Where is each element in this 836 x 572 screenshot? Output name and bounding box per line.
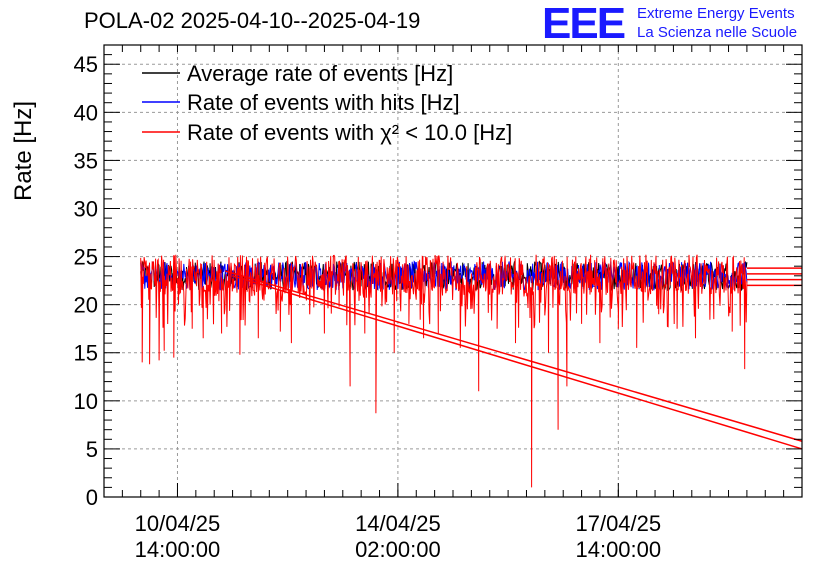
- y-tick-label: 15: [74, 341, 98, 366]
- diagonal-line: [232, 275, 803, 450]
- x-tick-label-time: 14:00:00: [135, 537, 221, 562]
- eee-logo-text: Extreme Energy Events La Scienza nelle S…: [637, 4, 797, 42]
- grid-lines: [104, 45, 802, 497]
- series-layer: [140, 254, 803, 488]
- chart-title: POLA-02 2025-04-10--2025-04-19: [84, 8, 421, 33]
- x-tick-label-time: 02:00:00: [355, 537, 441, 562]
- y-tick-label: 25: [74, 245, 98, 270]
- y-tick-label: 40: [74, 100, 98, 125]
- logo-line-2: La Scienza nelle Scuole: [637, 24, 798, 41]
- legend: Average rate of events [Hz] Rate of event…: [142, 61, 512, 145]
- legend-label: Average rate of events [Hz]: [187, 61, 453, 86]
- y-axis-label: Rate [Hz]: [10, 101, 37, 201]
- legend-label: Rate of events with χ² < 10.0 [Hz]: [187, 120, 512, 145]
- logo-line-1: Extreme Energy Events: [637, 5, 795, 22]
- y-tick-label: 30: [74, 196, 98, 221]
- x-tick-label-date: 17/04/25: [575, 511, 661, 536]
- y-tick-label: 20: [74, 293, 98, 318]
- y-tick-label: 5: [86, 437, 98, 462]
- series-line-chi2: [140, 254, 748, 488]
- y-tick-label: 0: [86, 485, 98, 510]
- x-tick-label-time: 14:00:00: [575, 537, 661, 562]
- axes: 05101520253035404510/04/2514:00:0014/04/…: [10, 44, 803, 562]
- eee-logo: EEE: [542, 0, 626, 48]
- legend-label: Rate of events with hits [Hz]: [187, 90, 460, 115]
- y-tick-label: 35: [74, 148, 98, 173]
- diagonal-line: [225, 270, 803, 442]
- x-tick-label-date: 10/04/25: [135, 511, 221, 536]
- y-tick-label: 45: [74, 52, 98, 77]
- x-tick-label-date: 14/04/25: [355, 511, 441, 536]
- y-tick-label: 10: [74, 389, 98, 414]
